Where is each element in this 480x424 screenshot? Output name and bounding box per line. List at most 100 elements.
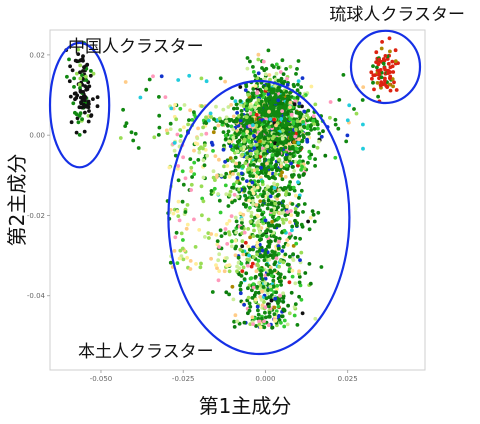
data-point	[251, 199, 255, 203]
data-point	[374, 60, 378, 64]
data-point	[266, 288, 270, 292]
data-point	[276, 304, 281, 309]
data-point	[266, 244, 270, 249]
data-point	[235, 149, 240, 154]
data-point	[76, 47, 81, 52]
chinese-cluster-ellipse	[48, 41, 111, 169]
data-point	[247, 124, 252, 128]
data-point	[285, 210, 290, 215]
data-point	[209, 256, 214, 261]
data-point	[260, 212, 264, 217]
data-point	[258, 295, 263, 299]
data-point	[179, 134, 183, 138]
data-point	[361, 85, 366, 89]
data-point	[240, 244, 245, 249]
data-point	[284, 217, 289, 222]
data-point	[281, 199, 286, 204]
data-point	[296, 82, 300, 87]
data-point	[291, 165, 295, 169]
data-point	[383, 78, 387, 83]
data-point	[268, 265, 273, 270]
data-point	[258, 134, 262, 138]
data-point	[82, 65, 86, 70]
data-point	[232, 319, 237, 324]
data-point	[240, 217, 245, 222]
data-point	[206, 118, 211, 123]
data-point	[72, 76, 76, 81]
data-point	[224, 119, 229, 124]
data-point	[256, 98, 261, 102]
data-point	[175, 209, 180, 214]
data-point	[263, 218, 268, 223]
data-point	[301, 159, 305, 164]
data-point	[251, 255, 256, 259]
data-point	[261, 285, 266, 289]
data-point	[186, 122, 191, 127]
data-point	[188, 259, 193, 263]
data-point	[294, 110, 299, 115]
data-point	[255, 284, 260, 289]
data-point	[235, 146, 240, 151]
data-point	[284, 157, 288, 162]
data-point	[238, 143, 243, 147]
data-point	[291, 185, 296, 190]
data-point	[288, 91, 292, 95]
data-point	[242, 188, 247, 193]
data-point	[209, 232, 214, 236]
data-point	[275, 153, 279, 158]
data-point	[309, 84, 314, 89]
data-point	[246, 263, 250, 268]
data-point	[262, 325, 267, 330]
data-point	[297, 280, 302, 285]
data-point	[294, 131, 298, 136]
data-point	[333, 122, 338, 127]
data-point	[281, 221, 286, 225]
data-point	[345, 118, 350, 123]
data-point	[245, 179, 249, 184]
data-point	[244, 115, 249, 120]
data-point	[268, 149, 273, 153]
data-point	[182, 125, 186, 130]
data-point	[296, 141, 301, 145]
data-point	[275, 167, 280, 172]
data-point	[247, 253, 252, 258]
data-point	[240, 177, 245, 181]
data-point	[75, 59, 79, 64]
data-point	[173, 235, 178, 240]
data-point	[269, 143, 274, 147]
data-point	[284, 192, 288, 197]
data-point	[249, 276, 254, 280]
data-point	[211, 175, 216, 180]
data-point	[227, 269, 232, 274]
data-point	[196, 158, 201, 162]
data-point	[251, 91, 256, 95]
data-point	[180, 246, 185, 251]
data-point	[266, 198, 271, 203]
data-point	[82, 98, 87, 103]
data-point	[263, 251, 268, 255]
data-point	[81, 69, 85, 73]
data-point	[223, 227, 228, 231]
data-point	[216, 258, 221, 263]
data-point	[168, 121, 173, 126]
data-point	[225, 256, 229, 260]
data-point	[251, 174, 256, 179]
data-point	[277, 158, 282, 162]
data-point	[262, 149, 266, 154]
data-point	[269, 201, 274, 206]
data-point	[232, 182, 236, 187]
data-point	[203, 235, 207, 239]
data-point	[317, 139, 321, 144]
data-point	[257, 280, 261, 285]
data-point	[287, 280, 292, 285]
data-point	[254, 142, 259, 147]
data-point	[291, 146, 296, 151]
data-point	[337, 98, 342, 102]
data-point	[374, 50, 379, 55]
data-point	[259, 165, 263, 170]
data-point	[242, 137, 247, 142]
data-point	[86, 119, 91, 124]
data-point	[288, 156, 292, 161]
data-point	[202, 163, 207, 168]
